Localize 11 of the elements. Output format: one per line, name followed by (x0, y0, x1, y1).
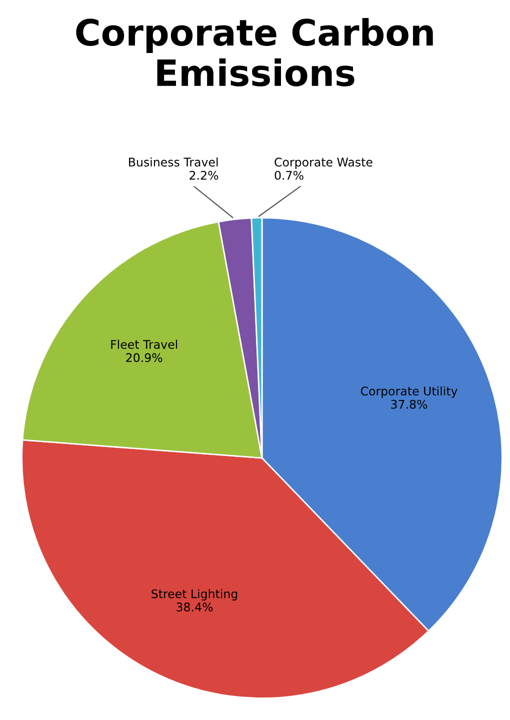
slice-label: Fleet Travel (111, 340, 178, 349)
data-label: 38.4% (176, 602, 213, 612)
slice-label: Street Lighting (152, 589, 238, 601)
data-label: 37.8% (391, 400, 428, 409)
slice-label: Business Travel (129, 157, 218, 167)
slice-label: Corporate Waste (274, 158, 372, 169)
data-label: 20.9% (126, 353, 162, 362)
data-label: 2.2% (190, 170, 218, 180)
chart-title: Corporate Carbon Emissions (76, 18, 433, 86)
data-label: 0.7% (274, 170, 304, 180)
slice-label: Corporate Utility (360, 386, 458, 398)
